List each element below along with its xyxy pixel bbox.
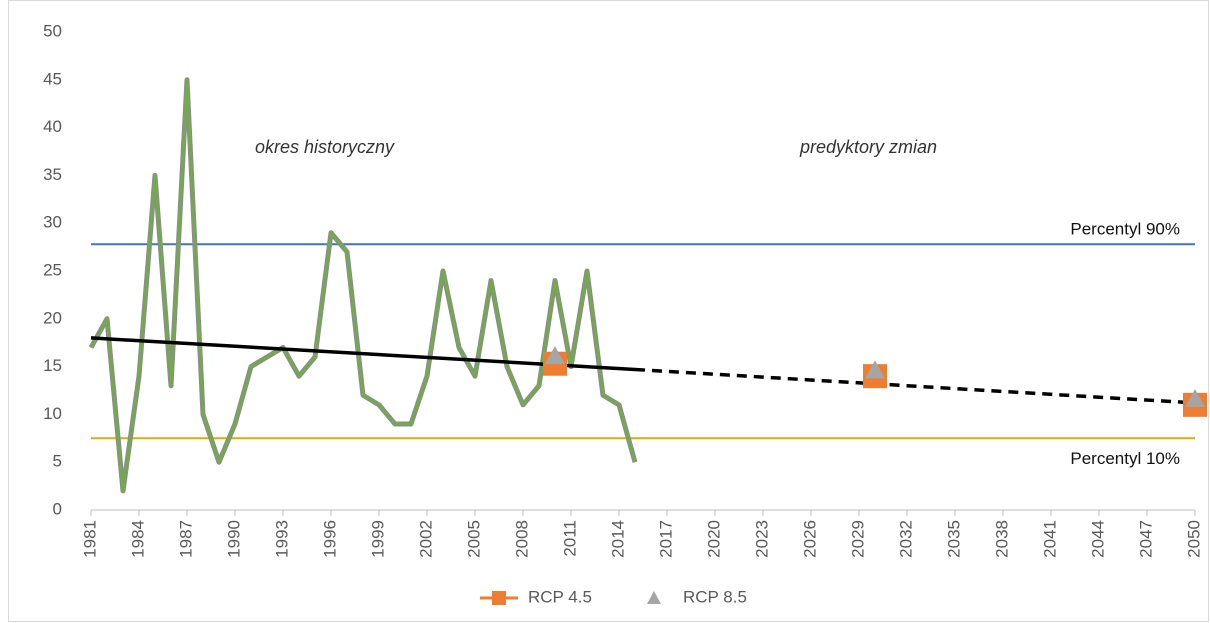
x-tick-label: 2044 — [1088, 520, 1107, 558]
y-tick-label: 40 — [43, 117, 62, 136]
annotation: predyktory zmian — [799, 137, 937, 157]
y-tick-label: 30 — [43, 213, 62, 232]
x-tick-label: 2017 — [656, 520, 675, 558]
annotation: okres historyczny — [255, 137, 395, 157]
x-tick-label: 2014 — [608, 520, 627, 558]
y-tick-label: 20 — [43, 308, 62, 327]
x-tick-label: 2038 — [992, 520, 1011, 558]
x-tick-label: 1996 — [320, 520, 339, 558]
x-tick-label: 2047 — [1136, 520, 1155, 558]
x-tick-label: 2032 — [896, 520, 915, 558]
y-tick-label: 15 — [43, 356, 62, 375]
legend-marker — [492, 591, 506, 605]
x-tick-label: 1993 — [272, 520, 291, 558]
x-tick-label: 2023 — [752, 520, 771, 558]
y-tick-label: 0 — [53, 499, 62, 518]
x-tick-label: 2011 — [560, 520, 579, 557]
reference-label: Percentyl 90% — [1070, 220, 1180, 239]
marker — [545, 346, 565, 365]
y-tick-label: 5 — [53, 452, 62, 471]
y-tick-label: 50 — [43, 21, 62, 40]
chart-frame — [8, 0, 1209, 622]
legend-label: RCP 4.5 — [528, 587, 592, 606]
x-tick-label: 2035 — [944, 520, 963, 558]
legend-marker — [647, 591, 661, 604]
x-tick-label: 2029 — [848, 520, 867, 558]
line — [634, 367, 1196, 405]
x-tick-label: 1984 — [128, 520, 147, 558]
x-tick-label: 1990 — [224, 520, 243, 558]
y-tick-label: 25 — [43, 260, 62, 279]
x-tick-label: 2026 — [800, 520, 819, 558]
x-tick-label: 1999 — [368, 520, 387, 558]
x-tick-label: 1987 — [176, 520, 195, 558]
marker — [1185, 389, 1205, 408]
x-tick-label: 2002 — [416, 520, 435, 558]
legend-label: RCP 8.5 — [683, 587, 747, 606]
x-tick-label: 2008 — [512, 520, 531, 558]
marker — [865, 360, 885, 379]
y-tick-label: 10 — [43, 404, 62, 423]
reference-label: Percentyl 10% — [1070, 449, 1180, 468]
y-tick-label: 45 — [43, 69, 62, 88]
x-tick-label: 2041 — [1040, 520, 1059, 558]
y-tick-label: 35 — [43, 165, 62, 184]
x-tick-label: 2050 — [1184, 520, 1203, 558]
x-tick-label: 2005 — [464, 520, 483, 558]
line — [89, 78, 637, 493]
x-tick-label: 2020 — [704, 520, 723, 558]
x-tick-label: 1981 — [80, 520, 99, 558]
